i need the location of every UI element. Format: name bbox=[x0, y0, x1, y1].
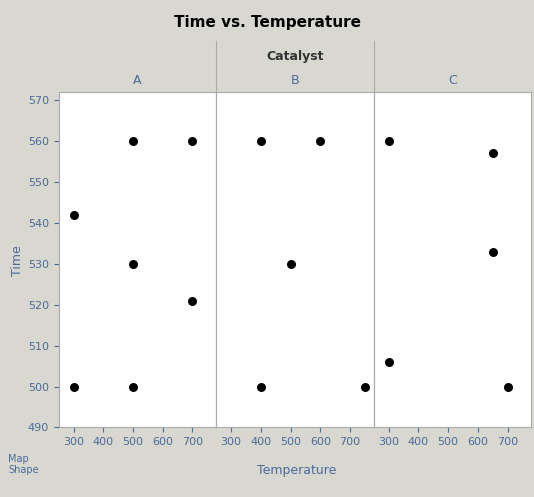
Text: Time: Time bbox=[11, 246, 23, 276]
Text: B: B bbox=[290, 74, 300, 87]
Point bbox=[489, 149, 497, 157]
Point bbox=[503, 383, 512, 391]
Text: Map
Shape: Map Shape bbox=[8, 454, 38, 476]
Text: A: A bbox=[134, 74, 142, 87]
Point bbox=[286, 260, 295, 268]
Text: C: C bbox=[448, 74, 457, 87]
Point bbox=[129, 383, 137, 391]
Point bbox=[256, 137, 265, 145]
Point bbox=[384, 137, 393, 145]
Point bbox=[129, 260, 137, 268]
Point bbox=[384, 358, 393, 366]
Text: Catalyst: Catalyst bbox=[266, 50, 324, 63]
Point bbox=[69, 211, 78, 219]
Point bbox=[316, 137, 325, 145]
Point bbox=[188, 137, 197, 145]
Point bbox=[188, 297, 197, 305]
Text: Temperature: Temperature bbox=[257, 464, 336, 477]
Text: Time vs. Temperature: Time vs. Temperature bbox=[174, 15, 360, 30]
Point bbox=[360, 383, 369, 391]
Point bbox=[256, 383, 265, 391]
Point bbox=[69, 383, 78, 391]
Point bbox=[489, 248, 497, 255]
Point bbox=[129, 137, 137, 145]
